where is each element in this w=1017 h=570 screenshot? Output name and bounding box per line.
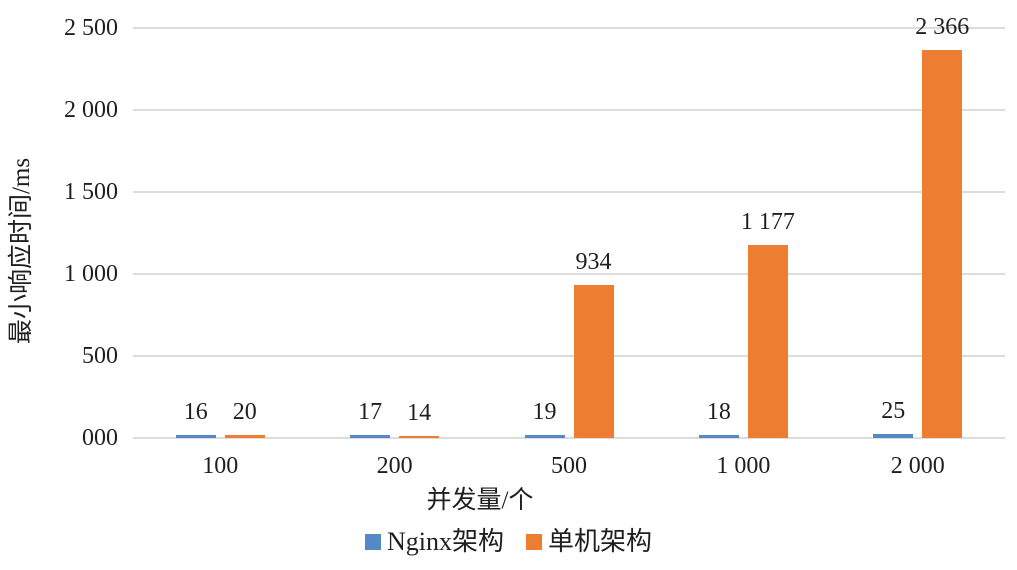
x-tick-label: 500 bbox=[551, 453, 587, 479]
y-tick-label: 500 bbox=[82, 343, 118, 369]
legend-label: 单机架构 bbox=[548, 527, 653, 556]
bar-Nginx架构-100 bbox=[175, 435, 216, 438]
y-tick-label: 1 500 bbox=[64, 179, 118, 205]
bar-Nginx架构-500 bbox=[524, 434, 565, 438]
legend-label: Nginx架构 bbox=[386, 527, 504, 556]
bar-单机架构-2 000 bbox=[922, 49, 963, 438]
value-label: 18 bbox=[706, 399, 731, 426]
value-label: 16 bbox=[183, 399, 208, 426]
gridline bbox=[133, 437, 1005, 439]
x-axis-title: 并发量/个 bbox=[426, 487, 534, 514]
x-tick-label: 100 bbox=[202, 453, 239, 479]
value-label: 2 366 bbox=[915, 13, 970, 40]
bar-Nginx架构-1 000 bbox=[698, 435, 739, 438]
value-label: 934 bbox=[575, 248, 612, 275]
gridline bbox=[133, 27, 1005, 29]
legend-swatch-icon bbox=[364, 534, 381, 550]
value-label: 14 bbox=[407, 399, 432, 426]
bar-单机架构-200 bbox=[399, 435, 440, 438]
legend-swatch-icon bbox=[526, 534, 542, 550]
bar-Nginx架构-200 bbox=[350, 435, 391, 438]
value-label: 1 177 bbox=[740, 208, 795, 235]
gridline bbox=[133, 109, 1005, 111]
legend-item-单机架构: 单机架构 bbox=[526, 527, 652, 557]
x-tick-label: 2 000 bbox=[890, 453, 945, 479]
legend: Nginx架构 单机架构 bbox=[0, 526, 1017, 558]
value-label: 17 bbox=[358, 399, 383, 426]
bar-单机架构-500 bbox=[573, 284, 614, 438]
y-tick-label: 2 500 bbox=[64, 15, 118, 41]
y-tick-label: 2 000 bbox=[64, 97, 118, 123]
gridline bbox=[133, 273, 1005, 275]
bar-单机架构-100 bbox=[224, 434, 265, 438]
y-tick-label: 000 bbox=[82, 425, 118, 451]
x-tick-label: 200 bbox=[376, 453, 413, 479]
value-label: 25 bbox=[881, 397, 906, 424]
value-label: 19 bbox=[532, 398, 557, 425]
value-label: 20 bbox=[232, 398, 257, 425]
gridline bbox=[133, 355, 1005, 357]
y-tick-label: 1 000 bbox=[64, 261, 118, 287]
gridline bbox=[133, 191, 1005, 193]
y-axis-title: 最小响应时间/ms bbox=[8, 157, 35, 345]
x-tick-label: 1 000 bbox=[716, 453, 771, 479]
legend-item-Nginx架构: Nginx架构 bbox=[364, 527, 504, 557]
bar-单机架构-1 000 bbox=[747, 244, 788, 438]
bar-Nginx架构-2 000 bbox=[873, 433, 914, 438]
